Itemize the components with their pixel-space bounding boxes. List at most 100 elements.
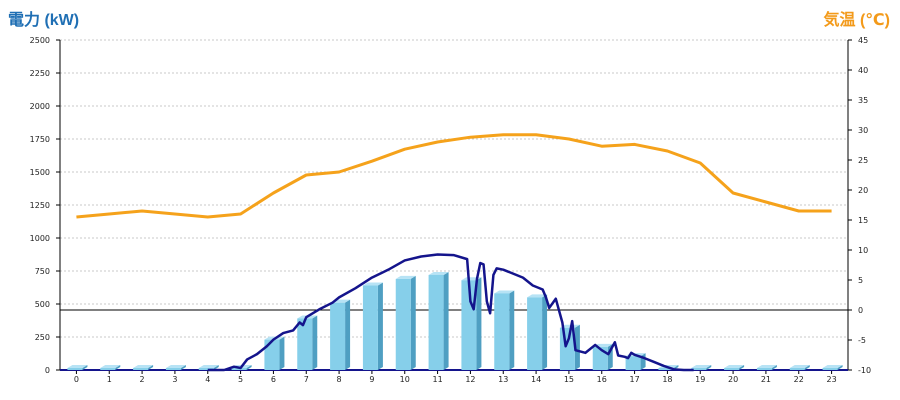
bar-face bbox=[527, 297, 543, 370]
bar-face bbox=[297, 318, 313, 370]
power-bar bbox=[756, 365, 777, 370]
bar-face bbox=[165, 368, 181, 370]
power-bar bbox=[133, 365, 154, 370]
bar-face bbox=[395, 278, 411, 370]
data-lines bbox=[76, 133, 832, 372]
tick-labels: 02505007501000125015001750200022502500-1… bbox=[30, 36, 871, 384]
bar-side bbox=[574, 324, 580, 370]
bar-side bbox=[82, 365, 88, 370]
right-tick-label: 45 bbox=[858, 36, 868, 45]
grid-lines bbox=[60, 39, 848, 338]
bar-side bbox=[706, 365, 712, 370]
x-tick-label: 20 bbox=[728, 375, 738, 384]
power-line bbox=[207, 253, 694, 372]
bar-side bbox=[837, 365, 843, 370]
power-bar bbox=[362, 282, 383, 370]
x-tick-label: 3 bbox=[172, 375, 177, 384]
x-tick-label: 16 bbox=[597, 375, 607, 384]
bar-top bbox=[165, 365, 186, 368]
bar-face bbox=[428, 274, 444, 370]
right-tick-label: -5 bbox=[858, 336, 866, 345]
left-axis-title: 電力 (kW) bbox=[8, 12, 80, 29]
bar-top bbox=[494, 290, 515, 294]
power-bar bbox=[67, 365, 88, 370]
bar-top bbox=[527, 294, 548, 298]
bar-top bbox=[428, 271, 449, 275]
bar-side bbox=[115, 365, 121, 370]
bar-face bbox=[691, 368, 707, 370]
left-tick-label: 250 bbox=[35, 333, 50, 342]
right-tick-label: 5 bbox=[858, 276, 863, 285]
bar-top bbox=[100, 365, 121, 368]
bar-top bbox=[559, 324, 580, 328]
right-axis-title: 気温 (℃) bbox=[823, 12, 890, 29]
power-bar bbox=[822, 365, 843, 370]
bar-side bbox=[476, 277, 482, 370]
x-tick-label: 8 bbox=[337, 375, 342, 384]
bar-face bbox=[67, 368, 83, 370]
power-bar bbox=[461, 277, 482, 370]
bar-side bbox=[345, 299, 351, 370]
left-tick-label: 750 bbox=[35, 267, 50, 276]
bar-face bbox=[264, 339, 280, 370]
power-bar bbox=[428, 271, 449, 370]
x-tick-label: 6 bbox=[271, 375, 276, 384]
power-bar bbox=[691, 365, 712, 370]
x-tick-label: 15 bbox=[564, 375, 574, 384]
x-tick-label: 22 bbox=[794, 375, 804, 384]
x-tick-label: 19 bbox=[695, 375, 705, 384]
x-tick-label: 9 bbox=[369, 375, 374, 384]
bar-side bbox=[509, 290, 515, 370]
bar-face bbox=[658, 368, 674, 370]
right-tick-label: 40 bbox=[858, 66, 868, 75]
power-bars bbox=[67, 271, 843, 370]
right-tick-label: 0 bbox=[858, 306, 863, 315]
x-tick-label: 14 bbox=[531, 375, 541, 384]
bar-face bbox=[461, 280, 477, 370]
left-tick-label: 500 bbox=[35, 300, 50, 309]
bar-face bbox=[198, 368, 214, 370]
left-tick-label: 1250 bbox=[30, 201, 50, 210]
power-bar bbox=[724, 365, 745, 370]
left-tick-label: 2500 bbox=[30, 36, 50, 45]
bar-top bbox=[362, 282, 383, 286]
bar-side bbox=[410, 275, 416, 370]
power-bar bbox=[527, 294, 548, 370]
x-tick-label: 18 bbox=[662, 375, 672, 384]
left-tick-label: 1500 bbox=[30, 168, 50, 177]
bar-top bbox=[789, 365, 810, 368]
power-bar bbox=[297, 315, 318, 370]
bar-top bbox=[395, 275, 416, 279]
power-bar bbox=[494, 290, 515, 370]
right-tick-label: 35 bbox=[858, 96, 868, 105]
axes bbox=[56, 39, 852, 374]
bar-side bbox=[377, 282, 383, 370]
bar-side bbox=[312, 315, 318, 370]
temperature-line bbox=[76, 133, 832, 219]
bar-top bbox=[756, 365, 777, 368]
bar-top bbox=[724, 365, 745, 368]
bar-face bbox=[100, 368, 116, 370]
bar-side bbox=[148, 365, 154, 370]
bar-face bbox=[494, 293, 510, 370]
bar-side bbox=[180, 365, 186, 370]
x-tick-label: 12 bbox=[465, 375, 475, 384]
power-bar bbox=[395, 275, 416, 370]
bar-top bbox=[691, 365, 712, 368]
left-tick-label: 0 bbox=[45, 366, 50, 375]
bar-face bbox=[231, 368, 247, 370]
right-tick-label: 30 bbox=[858, 126, 868, 135]
right-tick-label: 10 bbox=[858, 246, 868, 255]
left-tick-label: 1000 bbox=[30, 234, 50, 243]
power-bar bbox=[789, 365, 810, 370]
x-tick-label: 1 bbox=[107, 375, 112, 384]
x-tick-label: 5 bbox=[238, 375, 243, 384]
bar-face bbox=[724, 368, 740, 370]
bar-side bbox=[739, 365, 745, 370]
x-tick-label: 13 bbox=[498, 375, 508, 384]
bar-side bbox=[542, 294, 548, 370]
x-tick-label: 11 bbox=[432, 375, 442, 384]
x-tick-label: 2 bbox=[140, 375, 145, 384]
x-tick-label: 23 bbox=[826, 375, 836, 384]
